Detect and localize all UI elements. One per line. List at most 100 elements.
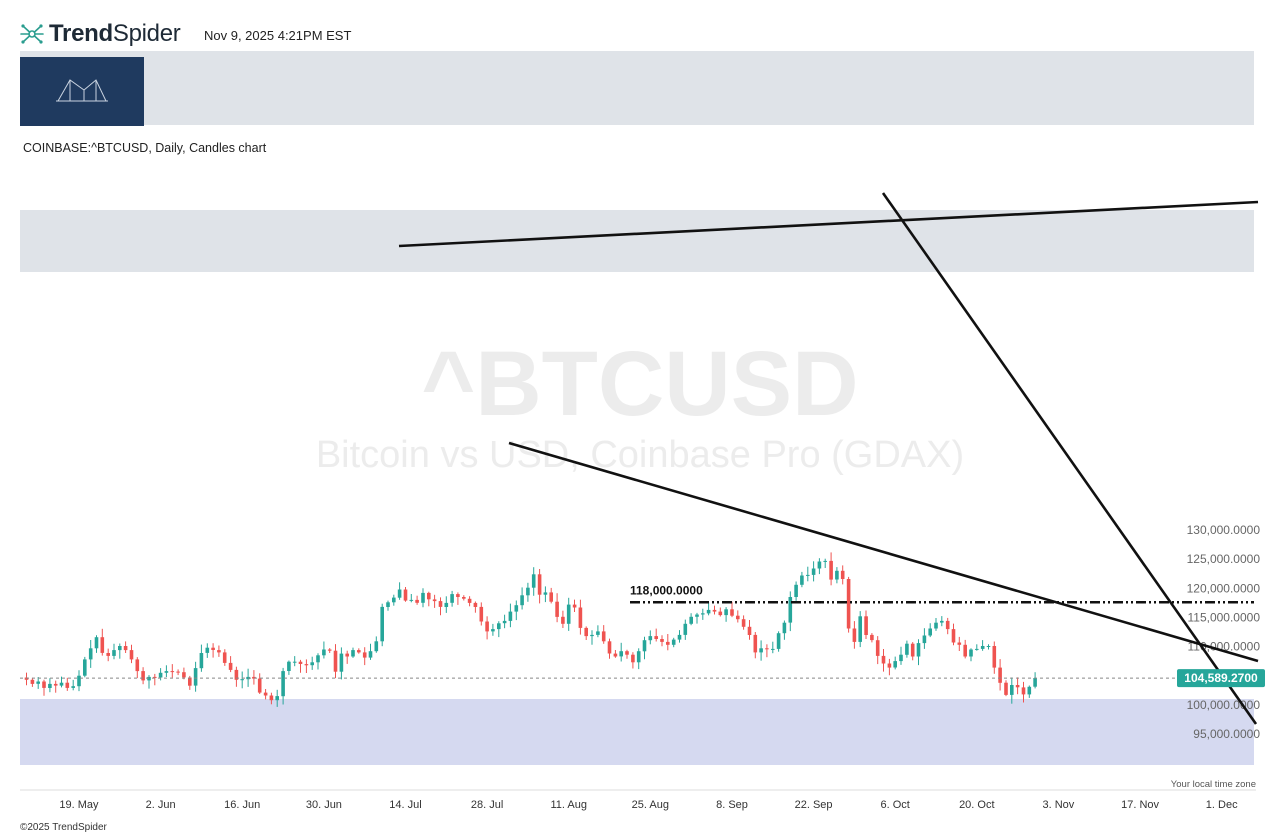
candle-body <box>846 579 851 629</box>
candle-body <box>310 662 314 666</box>
candle-body <box>188 677 192 686</box>
y-axis: 95,000.0000100,000.0000105,000.0000110,0… <box>1187 523 1261 741</box>
candle-body <box>823 560 827 562</box>
candle-body <box>584 627 588 637</box>
support-zone-bottom <box>20 699 1254 765</box>
candle-body <box>561 616 565 624</box>
lower-trendline[interactable] <box>508 441 1259 663</box>
candle-body <box>491 629 495 632</box>
level-label: 118,000.0000 <box>630 583 703 597</box>
candle-body <box>782 622 787 634</box>
candle-body <box>252 676 256 679</box>
x-tick-label: 6. Oct <box>881 799 910 811</box>
candle-body <box>170 671 175 673</box>
x-tick-label: 1. Dec <box>1206 799 1238 811</box>
candle-body <box>281 671 285 697</box>
candle-body <box>852 628 857 642</box>
candle-body <box>427 592 431 600</box>
resistance-zone-top <box>20 51 1254 125</box>
candle-body <box>1010 685 1014 695</box>
candle-body <box>607 641 612 654</box>
candle-body <box>747 626 752 635</box>
candle-body <box>269 695 274 701</box>
candle-body <box>724 609 728 616</box>
candle-body <box>42 681 46 688</box>
candle-body <box>141 671 145 681</box>
candle-body <box>100 637 105 653</box>
candle-body <box>572 604 577 608</box>
candle-body <box>543 592 548 595</box>
candle-body <box>701 613 705 615</box>
candle-body <box>619 651 623 657</box>
candle-body <box>753 634 758 653</box>
x-tick-label: 28. Jul <box>471 799 503 811</box>
descending-trendline[interactable] <box>881 192 1258 725</box>
header: TrendSpider Nov 9, 2025 4:21PM EST <box>0 0 1286 50</box>
candle-body <box>654 636 658 639</box>
candle-body <box>374 641 379 652</box>
candle-body <box>549 592 553 602</box>
candle-body <box>771 648 775 650</box>
candle-body <box>153 676 157 678</box>
candle-body <box>969 649 973 657</box>
candle-body <box>357 650 361 653</box>
candle-body <box>601 631 606 642</box>
candle-body <box>30 679 35 684</box>
x-tick-label: 25. Aug <box>632 799 669 811</box>
candle-body <box>48 683 52 688</box>
candle-body <box>870 634 874 641</box>
candle-body <box>392 597 396 603</box>
candle-body <box>642 640 647 652</box>
candle-body <box>520 595 524 606</box>
y-tick-label: 130,000.0000 <box>1187 523 1261 537</box>
x-tick-label: 20. Oct <box>959 799 994 811</box>
candle-body <box>776 633 781 649</box>
candle-body <box>88 648 93 660</box>
candle-body <box>631 654 635 663</box>
candle-body <box>613 653 618 657</box>
timezone-note: Your local time zone <box>1170 779 1256 790</box>
candle-body <box>234 669 239 680</box>
candle-body <box>1027 686 1032 695</box>
candle-body <box>1004 682 1008 695</box>
candle-body <box>228 662 233 670</box>
candle-body <box>648 636 653 641</box>
candle-body <box>957 642 962 645</box>
banner-image <box>20 57 144 126</box>
resistance-zone-mid <box>20 210 1254 272</box>
candle-body <box>462 597 466 599</box>
logo-spider-icon <box>20 24 44 44</box>
candle-body <box>741 619 746 627</box>
candle-body <box>712 609 717 612</box>
candle-body <box>164 671 169 673</box>
x-tick-label: 19. May <box>59 799 99 811</box>
candle-body <box>666 641 670 645</box>
candle-body <box>333 650 338 672</box>
candle-body <box>934 622 938 629</box>
candle-body <box>566 604 571 624</box>
candle-body <box>77 675 81 687</box>
candle-body <box>380 606 384 642</box>
copyright: ©2025 TrendSpider <box>20 822 107 833</box>
candle-body <box>59 682 64 686</box>
candle-body <box>811 568 816 575</box>
candle-body <box>275 696 279 701</box>
candle-body <box>881 655 886 664</box>
banner-chart-icon <box>56 79 108 102</box>
candle-body <box>368 651 373 658</box>
candle-body <box>531 574 536 588</box>
y-tick-label: 95,000.0000 <box>1193 727 1260 741</box>
y-tick-label: 125,000.0000 <box>1187 552 1261 566</box>
x-tick-label: 30. Jun <box>306 799 342 811</box>
candle-body <box>555 601 559 617</box>
candle-body <box>986 646 991 647</box>
candle-body <box>502 620 507 624</box>
candle-body <box>129 650 134 660</box>
candle-body <box>444 602 449 607</box>
candle-body <box>1021 687 1026 695</box>
candle-body <box>53 683 58 686</box>
candle-body <box>65 682 70 688</box>
upper-trendline[interactable] <box>398 200 1259 248</box>
candle-body <box>858 616 862 642</box>
